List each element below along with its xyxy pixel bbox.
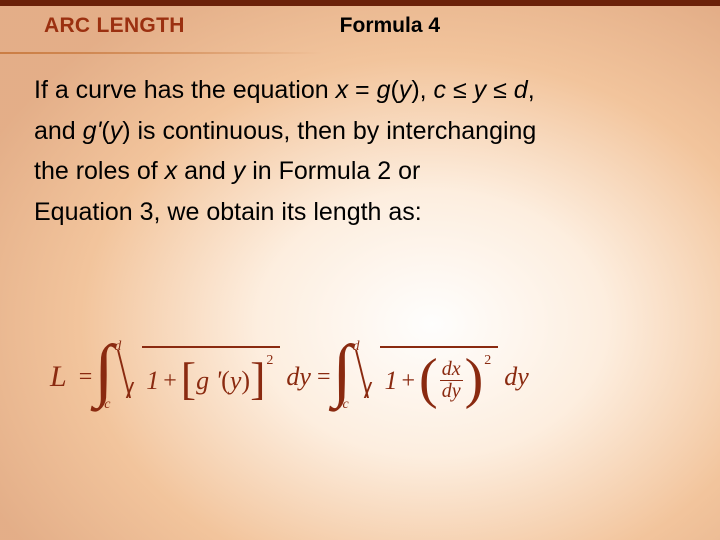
sym-dy: dy	[286, 362, 311, 392]
frac-num: dx	[440, 359, 463, 380]
t: ≤	[446, 76, 474, 104]
line-1: If a curve has the equation x = g(y), c …	[34, 70, 694, 111]
num-one: 1	[384, 366, 397, 396]
sym-L: L	[50, 360, 67, 394]
var-x: x	[336, 76, 349, 104]
t: (	[101, 117, 109, 145]
rparen-small: )	[241, 366, 250, 396]
integral-icon: ∫	[94, 339, 113, 403]
var-y: y	[110, 117, 123, 145]
sym-equals: =	[79, 364, 93, 391]
radical-icon	[122, 346, 142, 408]
radicand-2: 1 + ( dx dy ) 2	[380, 346, 498, 410]
limit-lower: c	[342, 397, 348, 413]
sym-equals: =	[317, 364, 331, 391]
section-title: ARC LENGTH	[44, 14, 185, 38]
radicand-1: 1 + [ g ' ( y ) ] 2	[142, 346, 280, 410]
integral-1: ∫ d c 1 + [ g ' ( y ) ] 2 dy	[98, 345, 311, 409]
t: and	[177, 157, 233, 185]
num-one: 1	[146, 366, 159, 396]
t: and	[34, 117, 83, 145]
t: ,	[528, 76, 535, 104]
radical-icon	[360, 346, 380, 408]
exp-2: 2	[484, 353, 491, 369]
t: ),	[411, 76, 433, 104]
line-4: Equation 3, we obtain its length as:	[34, 192, 694, 233]
fn-g: g	[377, 76, 391, 104]
lparen: (	[419, 354, 438, 404]
slide: ARC LENGTH Formula 4 If a curve has the …	[0, 0, 720, 540]
t: If a curve has the equation	[34, 76, 336, 104]
header-underline	[0, 52, 322, 54]
exp-2: 2	[266, 353, 273, 369]
var-y: y	[399, 76, 412, 104]
t: (	[391, 76, 399, 104]
integral-sign: ∫ d c	[336, 345, 358, 409]
lparen-small: (	[221, 366, 230, 396]
sym-plus: +	[401, 368, 415, 395]
var-y: y	[474, 76, 487, 104]
top-accent-bar	[0, 0, 720, 6]
sym-plus: +	[163, 368, 177, 395]
integral-icon: ∫	[332, 339, 351, 403]
rbracket: ]	[250, 356, 265, 402]
body-text: If a curve has the equation x = g(y), c …	[34, 70, 694, 232]
sym-dy: dy	[504, 362, 529, 392]
t: ≤	[486, 76, 514, 104]
t: in Formula 2 or	[245, 157, 420, 185]
var-y: y	[230, 366, 242, 396]
lbracket: [	[181, 356, 196, 402]
arc-length-formula: L = ∫ d c 1 + [ g ' ( y ) ] 2	[50, 345, 529, 409]
frac-den: dy	[440, 380, 463, 402]
integral-sign: ∫ d c	[98, 345, 120, 409]
fraction-dxdy: dx dy	[440, 359, 463, 402]
fn-gprime: g '	[196, 366, 221, 396]
sqrt-2: 1 + ( dx dy ) 2	[360, 346, 498, 408]
var-x: x	[165, 157, 178, 185]
rparen: )	[465, 354, 484, 404]
line-3: the roles of x and y in Formula 2 or	[34, 151, 694, 192]
line-2: and g'(y) is continuous, then by interch…	[34, 111, 694, 152]
t: =	[348, 76, 377, 104]
t: ) is continuous, then by interchanging	[122, 117, 536, 145]
var-c: c	[434, 76, 447, 104]
limit-lower: c	[104, 397, 110, 413]
var-y: y	[233, 157, 246, 185]
t: the roles of	[34, 157, 165, 185]
formula-label: Formula 4	[340, 14, 440, 38]
var-d: d	[514, 76, 528, 104]
integral-2: ∫ d c 1 + ( dx dy ) 2 dy	[336, 345, 528, 409]
sqrt-1: 1 + [ g ' ( y ) ] 2	[122, 346, 280, 408]
header: ARC LENGTH Formula 4	[0, 14, 720, 52]
fn-gprime: g'	[83, 117, 102, 145]
